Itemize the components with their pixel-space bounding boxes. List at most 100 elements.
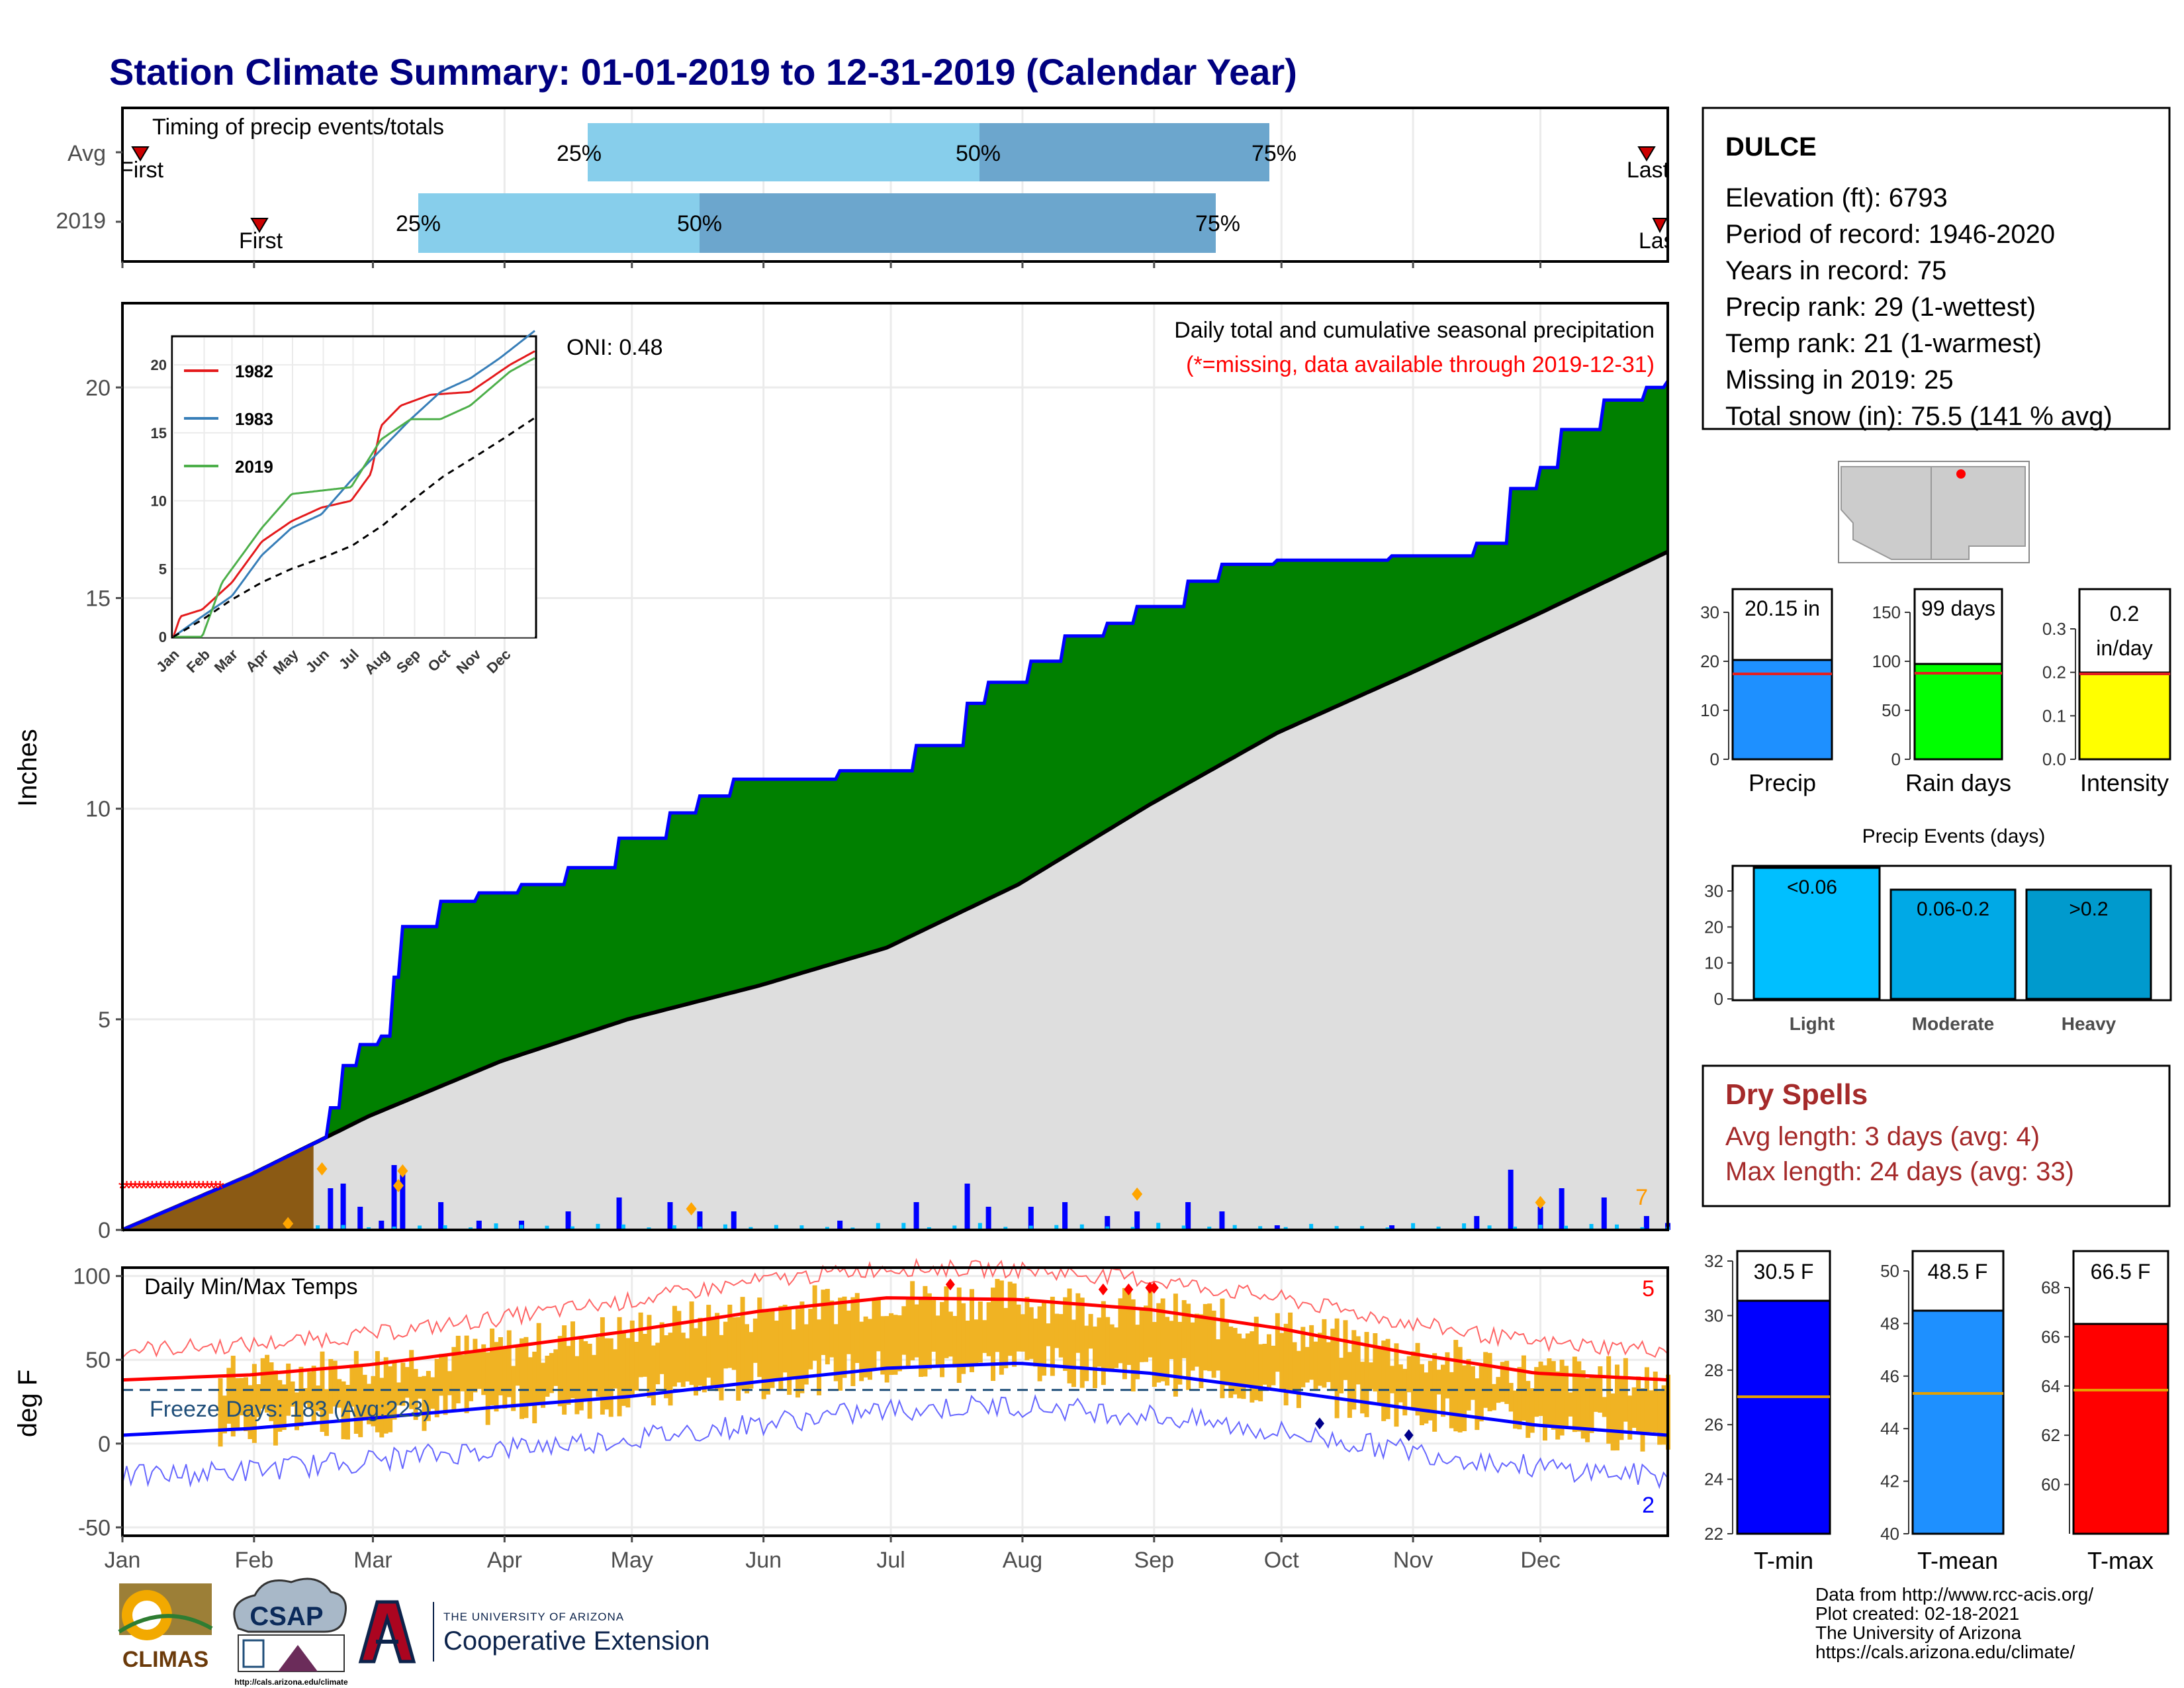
avg-first-label: First <box>120 158 164 183</box>
daily-precip-trace <box>341 1225 345 1230</box>
daily-temp-bar <box>982 1320 987 1353</box>
daily-temp-bar <box>766 1311 771 1395</box>
daily-temp-bar <box>659 1322 664 1374</box>
daily-temp-bar <box>1024 1297 1030 1360</box>
daily-temp-bar <box>235 1378 240 1430</box>
daily-temp-bar <box>502 1347 508 1409</box>
events-title: Precip Events (days) <box>1862 825 2046 847</box>
daily-temp-bar <box>455 1335 461 1404</box>
tmin-value-box <box>1736 1250 1831 1302</box>
daily-precip-bar <box>913 1202 919 1230</box>
station-name: DULCE <box>1725 132 1817 162</box>
daily-temp-bar <box>1283 1323 1289 1406</box>
raindays-name: Rain days <box>1905 769 2011 796</box>
avg-first-marker <box>131 146 150 162</box>
missing-day-marker: * <box>199 1176 207 1200</box>
daily-temp-bar <box>251 1364 257 1443</box>
daily-temp-bar <box>918 1299 923 1378</box>
daily-temp-bar <box>1079 1297 1085 1388</box>
month-xtick-label: Mar <box>353 1548 392 1573</box>
daily-temp-bar <box>1411 1351 1416 1409</box>
month-xtick-label: Oct <box>1264 1548 1299 1573</box>
daily-temp-bar <box>978 1301 983 1363</box>
daily-precip-bar <box>1105 1216 1111 1230</box>
daily-temp-bar <box>277 1380 283 1432</box>
daily-precip-bar <box>391 1165 397 1230</box>
daily-precip-bar <box>667 1202 673 1230</box>
daily-temp-bar <box>1130 1299 1136 1391</box>
missing-day-marker: * <box>207 1176 215 1200</box>
daily-temp-bar <box>1436 1370 1441 1395</box>
daily-temp-bar <box>1445 1352 1450 1399</box>
daily-temp-bar <box>1496 1377 1501 1403</box>
daily-precip-trace <box>418 1225 422 1230</box>
temp-ytick-label: 100 <box>73 1264 111 1289</box>
daily-temp-bar <box>1237 1333 1242 1399</box>
tmax-value-box <box>2072 1250 2169 1325</box>
daily-temp-bar <box>413 1369 418 1421</box>
daily-temp-bar <box>715 1313 720 1391</box>
daily-temp-bar <box>1559 1360 1565 1436</box>
missing-note: (*=missing, data available through 2019-… <box>1186 352 1655 377</box>
daily-temp-bar <box>1390 1366 1395 1393</box>
raindays-stat-tick-label: 0 <box>1891 749 1901 769</box>
daily-temp-bar <box>244 1377 249 1432</box>
daily-temp-bar <box>868 1319 873 1380</box>
tmax-stat-tick-label: 62 <box>2041 1425 2060 1445</box>
daily-precip-trace <box>1487 1225 1492 1230</box>
tmean-stat-tick-label: 44 <box>1880 1419 1899 1438</box>
daily-precip-trace <box>392 1226 396 1230</box>
daily-precip-bar <box>476 1221 482 1230</box>
daily-temp-bar <box>638 1312 643 1378</box>
daily-temp-bar <box>1441 1364 1446 1417</box>
daily-temp-bar <box>1406 1356 1412 1393</box>
2019-first-marker <box>250 218 269 233</box>
daily-temp-bar <box>676 1311 682 1383</box>
daily-temp-bar <box>1114 1327 1119 1368</box>
daily-temp-bar <box>541 1362 546 1408</box>
daily-temp-bar <box>719 1335 724 1401</box>
missing-day-marker: * <box>122 1176 130 1200</box>
daily-temp-bar <box>418 1376 423 1399</box>
daily-precip-trace <box>1538 1225 1543 1230</box>
daily-temp-bar <box>1347 1352 1352 1418</box>
daily-temp-bar <box>1126 1291 1132 1365</box>
daily-precip-trace <box>1411 1223 1416 1230</box>
precip-ytick-label: 5 <box>98 1008 111 1033</box>
daily-temp-bar <box>1644 1367 1649 1434</box>
daily-temp-bar <box>863 1316 868 1378</box>
daily-temp-bar <box>1593 1378 1598 1412</box>
raindays-value-label: 99 days <box>1921 596 1995 620</box>
daily-temp-bar <box>782 1305 788 1373</box>
station-snow: Total snow (in): 75.5 (141 % avg) <box>1725 402 2113 431</box>
missing-day-marker: * <box>203 1176 211 1200</box>
daily-temp-bar <box>736 1317 741 1401</box>
inset-line-average <box>173 416 535 638</box>
avg-pct-25: 25% <box>557 141 602 166</box>
daily-temp-bar <box>451 1346 457 1411</box>
daily-temp-bar <box>490 1329 495 1405</box>
daily-temp-bar <box>1275 1313 1280 1372</box>
daily-temp-bar <box>1339 1358 1344 1393</box>
2019-quartile-25-50 <box>418 193 700 253</box>
daily-temp-bar <box>230 1356 236 1436</box>
daily-temp-bar <box>1385 1338 1390 1419</box>
daily-temp-bar <box>388 1366 393 1432</box>
daily-temp-bar <box>1351 1330 1357 1410</box>
daily-temp-bar <box>761 1309 766 1399</box>
tmean-stat-tick-label: 50 <box>1880 1261 1899 1281</box>
daily-precip-bar <box>565 1211 571 1230</box>
timing-label: Timing of precip events/totals <box>152 115 444 140</box>
temp-ytick-label: -50 <box>78 1515 111 1540</box>
daily-temp-bar <box>1228 1326 1234 1398</box>
daily-precip-trace <box>1054 1225 1059 1230</box>
daily-temp-bar <box>974 1319 979 1365</box>
daily-temp-bar <box>349 1364 355 1407</box>
daily-temp-bar <box>443 1354 448 1415</box>
daily-precip-bar <box>1559 1188 1565 1230</box>
inset-line-1983 <box>173 330 535 638</box>
daily-temp-bar <box>1042 1300 1047 1376</box>
daily-precip-bar <box>1062 1202 1068 1230</box>
ua-big-text: Cooperative Extension <box>443 1626 709 1656</box>
daily-temp-bar <box>1525 1381 1531 1438</box>
